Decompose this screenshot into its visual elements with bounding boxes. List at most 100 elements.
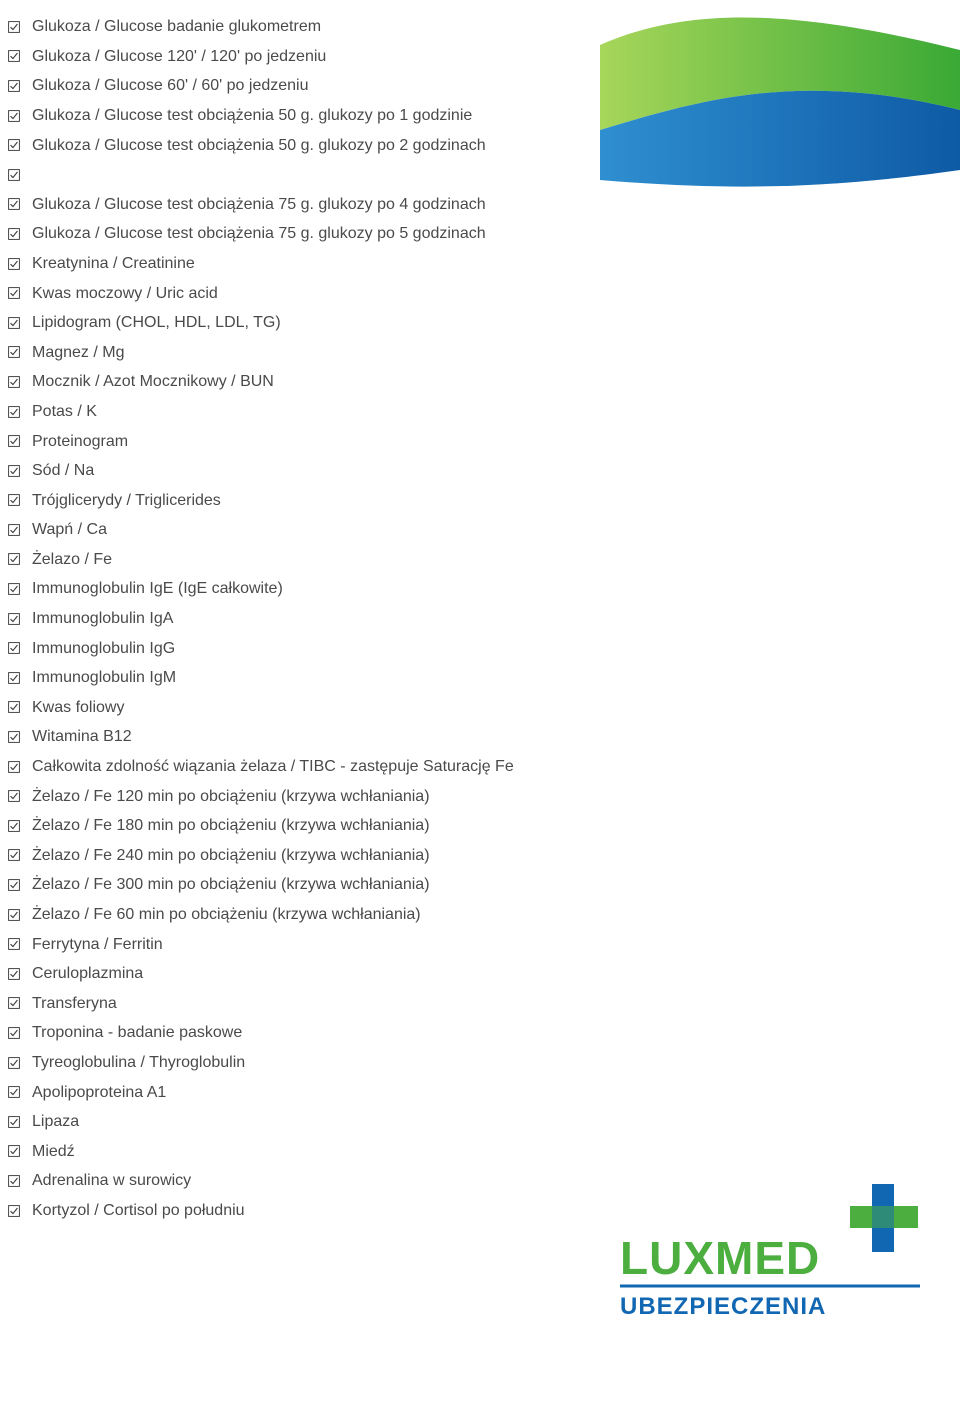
list-item: Glukoza / Glucose test obciążenia 50 g. …	[8, 101, 548, 131]
list-item: Immunoglobulin IgM	[8, 663, 548, 693]
checkbox-checked-icon	[8, 1145, 20, 1157]
checkbox-checked-icon	[8, 731, 20, 743]
list-item: Lipidogram (CHOL, HDL, LDL, TG)	[8, 308, 548, 338]
item-text: Glukoza / Glucose badanie glukometrem	[32, 17, 321, 36]
checkbox-checked-icon	[8, 1086, 20, 1098]
checkbox-checked-icon	[8, 761, 20, 773]
list-item: Żelazo / Fe 240 min po obciążeniu (krzyw…	[8, 841, 548, 871]
list-item: Kwas foliowy	[8, 693, 548, 723]
list-item	[8, 160, 548, 190]
checkbox-checked-icon	[8, 820, 20, 832]
item-text: Kortyzol / Cortisol po południu	[32, 1201, 245, 1220]
checkbox-checked-icon	[8, 613, 20, 625]
item-text: Żelazo / Fe 60 min po obciążeniu (krzywa…	[32, 905, 421, 924]
item-text: Ferrytyna / Ferritin	[32, 935, 163, 954]
checkbox-checked-icon	[8, 465, 20, 477]
checkbox-checked-icon	[8, 701, 20, 713]
checkbox-checked-icon	[8, 169, 20, 181]
item-text: Tyreoglobulina / Thyroglobulin	[32, 1053, 245, 1072]
item-text: Żelazo / Fe	[32, 550, 112, 569]
item-text: Adrenalina w surowicy	[32, 1171, 191, 1190]
checkbox-checked-icon	[8, 1116, 20, 1128]
checkbox-checked-icon	[8, 997, 20, 1009]
item-text: Immunoglobulin IgA	[32, 609, 173, 628]
item-text: Magnez / Mg	[32, 343, 124, 362]
list-item: Immunoglobulin IgA	[8, 604, 548, 634]
wave-svg	[600, 0, 960, 200]
checkbox-checked-icon	[8, 139, 20, 151]
item-text: Witamina B12	[32, 727, 132, 746]
item-text: Kreatynina / Creatinine	[32, 254, 195, 273]
list-item: Ferrytyna / Ferritin	[8, 929, 548, 959]
list-item: Glukoza / Glucose test obciążenia 75 g. …	[8, 219, 548, 249]
checkbox-checked-icon	[8, 1027, 20, 1039]
list-item: Żelazo / Fe 60 min po obciążeniu (krzywa…	[8, 900, 548, 930]
checkbox-checked-icon	[8, 494, 20, 506]
item-text: Proteinogram	[32, 432, 128, 451]
checkbox-checked-icon	[8, 287, 20, 299]
checkbox-checked-icon	[8, 553, 20, 565]
checkbox-checked-icon	[8, 909, 20, 921]
item-text: Trójglicerydy / Triglicerides	[32, 491, 221, 510]
item-text: Glukoza / Glucose test obciążenia 50 g. …	[32, 136, 486, 155]
list-item: Tyreoglobulina / Thyroglobulin	[8, 1048, 548, 1078]
checkbox-checked-icon	[8, 672, 20, 684]
list-item: Potas / K	[8, 397, 548, 427]
list-item: Miedź	[8, 1137, 548, 1167]
list-item: Całkowita zdolność wiązania żelaza / TIB…	[8, 752, 548, 782]
logo-sub-text: UBEZPIECZENIA	[620, 1293, 826, 1320]
item-text: Żelazo / Fe 120 min po obciążeniu (krzyw…	[32, 787, 430, 806]
checkbox-checked-icon	[8, 938, 20, 950]
item-text: Troponina - badanie paskowe	[32, 1023, 242, 1042]
list-item: Sód / Na	[8, 456, 548, 486]
item-text: Immunoglobulin IgM	[32, 668, 176, 687]
list-item: Żelazo / Fe 300 min po obciążeniu (krzyw…	[8, 870, 548, 900]
list-item: Glukoza / Glucose badanie glukometrem	[8, 12, 548, 42]
checkbox-checked-icon	[8, 849, 20, 861]
list-item: Glukoza / Glucose test obciążenia 50 g. …	[8, 130, 548, 160]
list-item: Immunoglobulin IgE (IgE całkowite)	[8, 574, 548, 604]
item-text: Glukoza / Glucose test obciążenia 75 g. …	[32, 224, 486, 243]
checkbox-checked-icon	[8, 406, 20, 418]
checkbox-checked-icon	[8, 228, 20, 240]
item-text: Sód / Na	[32, 461, 94, 480]
item-text: Immunoglobulin IgE (IgE całkowite)	[32, 579, 283, 598]
list-item: Kwas moczowy / Uric acid	[8, 278, 548, 308]
item-text: Kwas foliowy	[32, 698, 124, 717]
checkbox-checked-icon	[8, 524, 20, 536]
list-item: Wapń / Ca	[8, 515, 548, 545]
item-text: Potas / K	[32, 402, 97, 421]
item-text: Glukoza / Glucose test obciążenia 75 g. …	[32, 195, 486, 214]
list-item: Kreatynina / Creatinine	[8, 249, 548, 279]
item-text: Miedź	[32, 1142, 75, 1161]
checkbox-checked-icon	[8, 198, 20, 210]
item-text: Transferyna	[32, 994, 117, 1013]
item-text: Glukoza / Glucose 60' / 60' po jedzeniu	[32, 76, 309, 95]
list-item: Kortyzol / Cortisol po południu	[8, 1196, 548, 1226]
checkbox-checked-icon	[8, 110, 20, 122]
item-text: Apolipoproteina A1	[32, 1083, 166, 1102]
checkbox-checked-icon	[8, 1057, 20, 1069]
checkbox-checked-icon	[8, 21, 20, 33]
list-item: Transferyna	[8, 989, 548, 1019]
list-item: Trójglicerydy / Triglicerides	[8, 486, 548, 516]
list-item: Glukoza / Glucose test obciążenia 75 g. …	[8, 190, 548, 220]
list-item: Troponina - badanie paskowe	[8, 1018, 548, 1048]
item-text: Żelazo / Fe 240 min po obciążeniu (krzyw…	[32, 846, 430, 865]
checkbox-checked-icon	[8, 258, 20, 270]
list-item: Magnez / Mg	[8, 338, 548, 368]
checkbox-checked-icon	[8, 346, 20, 358]
list-item: Lipaza	[8, 1107, 548, 1137]
item-text: Lipaza	[32, 1112, 79, 1131]
item-text: Lipidogram (CHOL, HDL, LDL, TG)	[32, 313, 281, 332]
item-text: Żelazo / Fe 300 min po obciążeniu (krzyw…	[32, 875, 430, 894]
checkbox-checked-icon	[8, 583, 20, 595]
test-list: Glukoza / Glucose badanie glukometrem Gl…	[8, 12, 548, 1225]
checkbox-checked-icon	[8, 317, 20, 329]
list-item: Żelazo / Fe	[8, 545, 548, 575]
item-text: Mocznik / Azot Mocznikowy / BUN	[32, 372, 274, 391]
list-item: Żelazo / Fe 120 min po obciążeniu (krzyw…	[8, 781, 548, 811]
logo-main-text: LUXMED	[620, 1232, 820, 1284]
list-item: Ceruloplazmina	[8, 959, 548, 989]
checkbox-checked-icon	[8, 642, 20, 654]
